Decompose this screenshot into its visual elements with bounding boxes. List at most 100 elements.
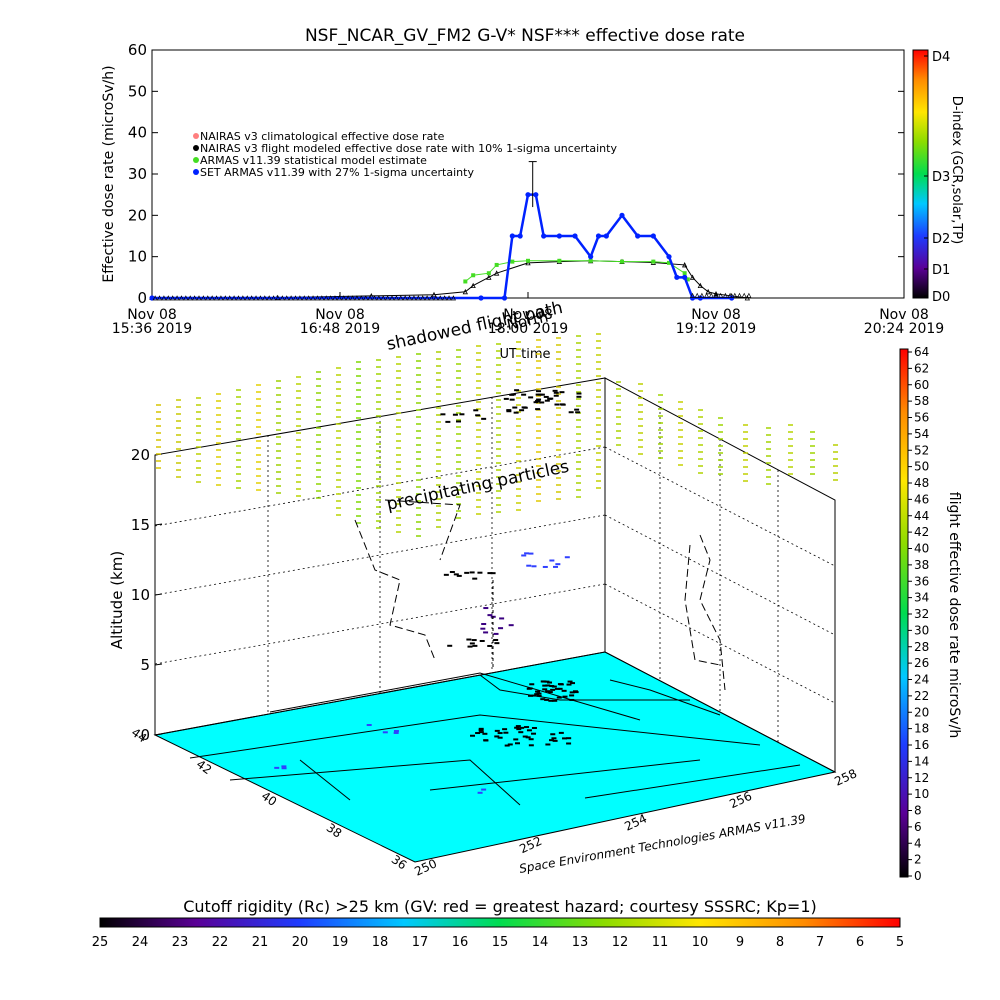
dose-colorbar-tick-label: 16 xyxy=(914,738,929,752)
back-right-wall xyxy=(604,377,836,773)
baseline-point xyxy=(297,295,303,301)
flight-point xyxy=(503,397,509,400)
cutoff-tick-label: 19 xyxy=(332,935,349,950)
baseline-point xyxy=(161,295,167,301)
flight-point xyxy=(540,698,546,701)
flight-point xyxy=(478,729,484,732)
flight-point xyxy=(549,559,555,562)
cutoff-tick-label: 15 xyxy=(492,935,509,950)
top-x-tick-label: 15:36 2019 xyxy=(112,321,192,337)
shadowed-flight-path xyxy=(354,499,726,691)
dindex-tick-label: D2 xyxy=(932,232,950,247)
cutoff-tick-label: 16 xyxy=(452,935,469,950)
baseline-point xyxy=(336,295,342,301)
flight-point xyxy=(281,765,287,768)
flight-point xyxy=(519,726,525,729)
dose-colorbar-tick-label: 12 xyxy=(914,771,929,785)
flight-point xyxy=(566,683,572,686)
baseline-point xyxy=(367,295,373,301)
flight-point xyxy=(472,577,478,580)
baseline-point xyxy=(240,295,246,301)
flight-point xyxy=(503,731,509,734)
flight-point xyxy=(477,571,483,574)
flight-point xyxy=(544,399,550,402)
baseline-point xyxy=(718,292,724,298)
top-y-tick-label: 10 xyxy=(128,248,147,266)
flight-point xyxy=(550,733,556,736)
cutoff-tick-label: 24 xyxy=(132,935,149,950)
top-y-tick-label: 40 xyxy=(128,124,147,142)
dose-colorbar-tick-label: 52 xyxy=(914,443,929,457)
flight-point xyxy=(478,731,484,734)
dose-colorbar-tick-label: 40 xyxy=(914,542,929,556)
nairas-point xyxy=(470,282,476,288)
wall-grid xyxy=(154,397,836,742)
dose-colorbar-tick-label: 26 xyxy=(914,656,929,670)
flight-point xyxy=(572,690,578,693)
top-y-tick-label: 20 xyxy=(128,206,147,224)
chart-title: NSF_NCAR_GV_FM2 G-V* NSF*** effective do… xyxy=(305,26,745,46)
flight-point xyxy=(529,683,535,686)
baseline-point xyxy=(266,295,272,301)
legend-marker xyxy=(193,133,199,139)
flight-point xyxy=(568,411,574,414)
flight-point xyxy=(493,638,499,641)
set-armas-point xyxy=(541,233,547,239)
dose-colorbar-tick-label: 30 xyxy=(914,623,929,637)
flight-point xyxy=(459,413,465,416)
cutoff-tick-label: 10 xyxy=(692,935,709,950)
set-armas-point xyxy=(682,274,688,280)
baseline-point xyxy=(165,295,171,301)
flight-point xyxy=(542,565,548,568)
flight-point xyxy=(449,571,455,574)
flight-point xyxy=(393,730,399,733)
altitude-tick xyxy=(154,523,163,526)
flight-point xyxy=(513,411,519,414)
legend-marker xyxy=(193,157,199,163)
flight-point xyxy=(556,696,562,699)
flight-point xyxy=(506,410,512,413)
dose-colorbar-tick-label: 34 xyxy=(914,591,929,605)
top-y-tick-label: 0 xyxy=(137,289,147,307)
dose-colorbar-tick-label: 20 xyxy=(914,705,929,719)
dose-colorbar-tick-label: 38 xyxy=(914,558,929,572)
cutoff-ticks: 25 24 23 22 21 20 19 18 17 16 15 14 13 12 11 10 9 8 7 6 5 xyxy=(92,935,904,950)
baseline-point xyxy=(727,292,733,298)
flight-point xyxy=(382,731,388,734)
cutoff-tick-label: 9 xyxy=(736,935,744,950)
baseline-point xyxy=(722,292,728,298)
baseline-point xyxy=(174,295,180,301)
flight-point xyxy=(566,742,572,745)
baseline-point xyxy=(235,295,242,301)
baseline-point xyxy=(358,295,364,301)
flight-point xyxy=(440,413,446,416)
flight-point xyxy=(481,623,487,626)
flight-point xyxy=(548,397,554,400)
dose-colorbar-tick-label: 22 xyxy=(914,689,929,703)
baseline-point xyxy=(424,295,430,301)
flight-point xyxy=(567,680,573,683)
nairas-point xyxy=(705,288,711,295)
flight-point xyxy=(487,572,493,575)
flight-point xyxy=(483,631,489,634)
baseline-point xyxy=(450,295,456,301)
cutoff-gradient xyxy=(99,917,901,928)
altitude-tick-label: 0 xyxy=(140,726,150,744)
flight-point xyxy=(531,565,537,568)
baseline-point xyxy=(279,295,285,301)
flight-point xyxy=(566,737,572,740)
flight-point xyxy=(558,683,564,686)
map-lines xyxy=(189,672,801,806)
flight-point xyxy=(559,403,565,406)
flight-point xyxy=(531,726,537,729)
cutoff-tick-label: 18 xyxy=(372,935,389,950)
baseline-point xyxy=(689,292,696,298)
top-y-tick-label: 60 xyxy=(128,41,147,59)
cutoff-tick-label: 14 xyxy=(532,935,549,950)
set-armas-point xyxy=(595,233,602,239)
nairas-point xyxy=(682,262,688,268)
nairas-point xyxy=(486,274,492,280)
dindex-colorbar: D0 D1 D2 D3 D4 D-index (GCR,solar,TP) xyxy=(912,49,964,305)
flight-point xyxy=(559,391,565,394)
baseline-point xyxy=(209,295,215,301)
